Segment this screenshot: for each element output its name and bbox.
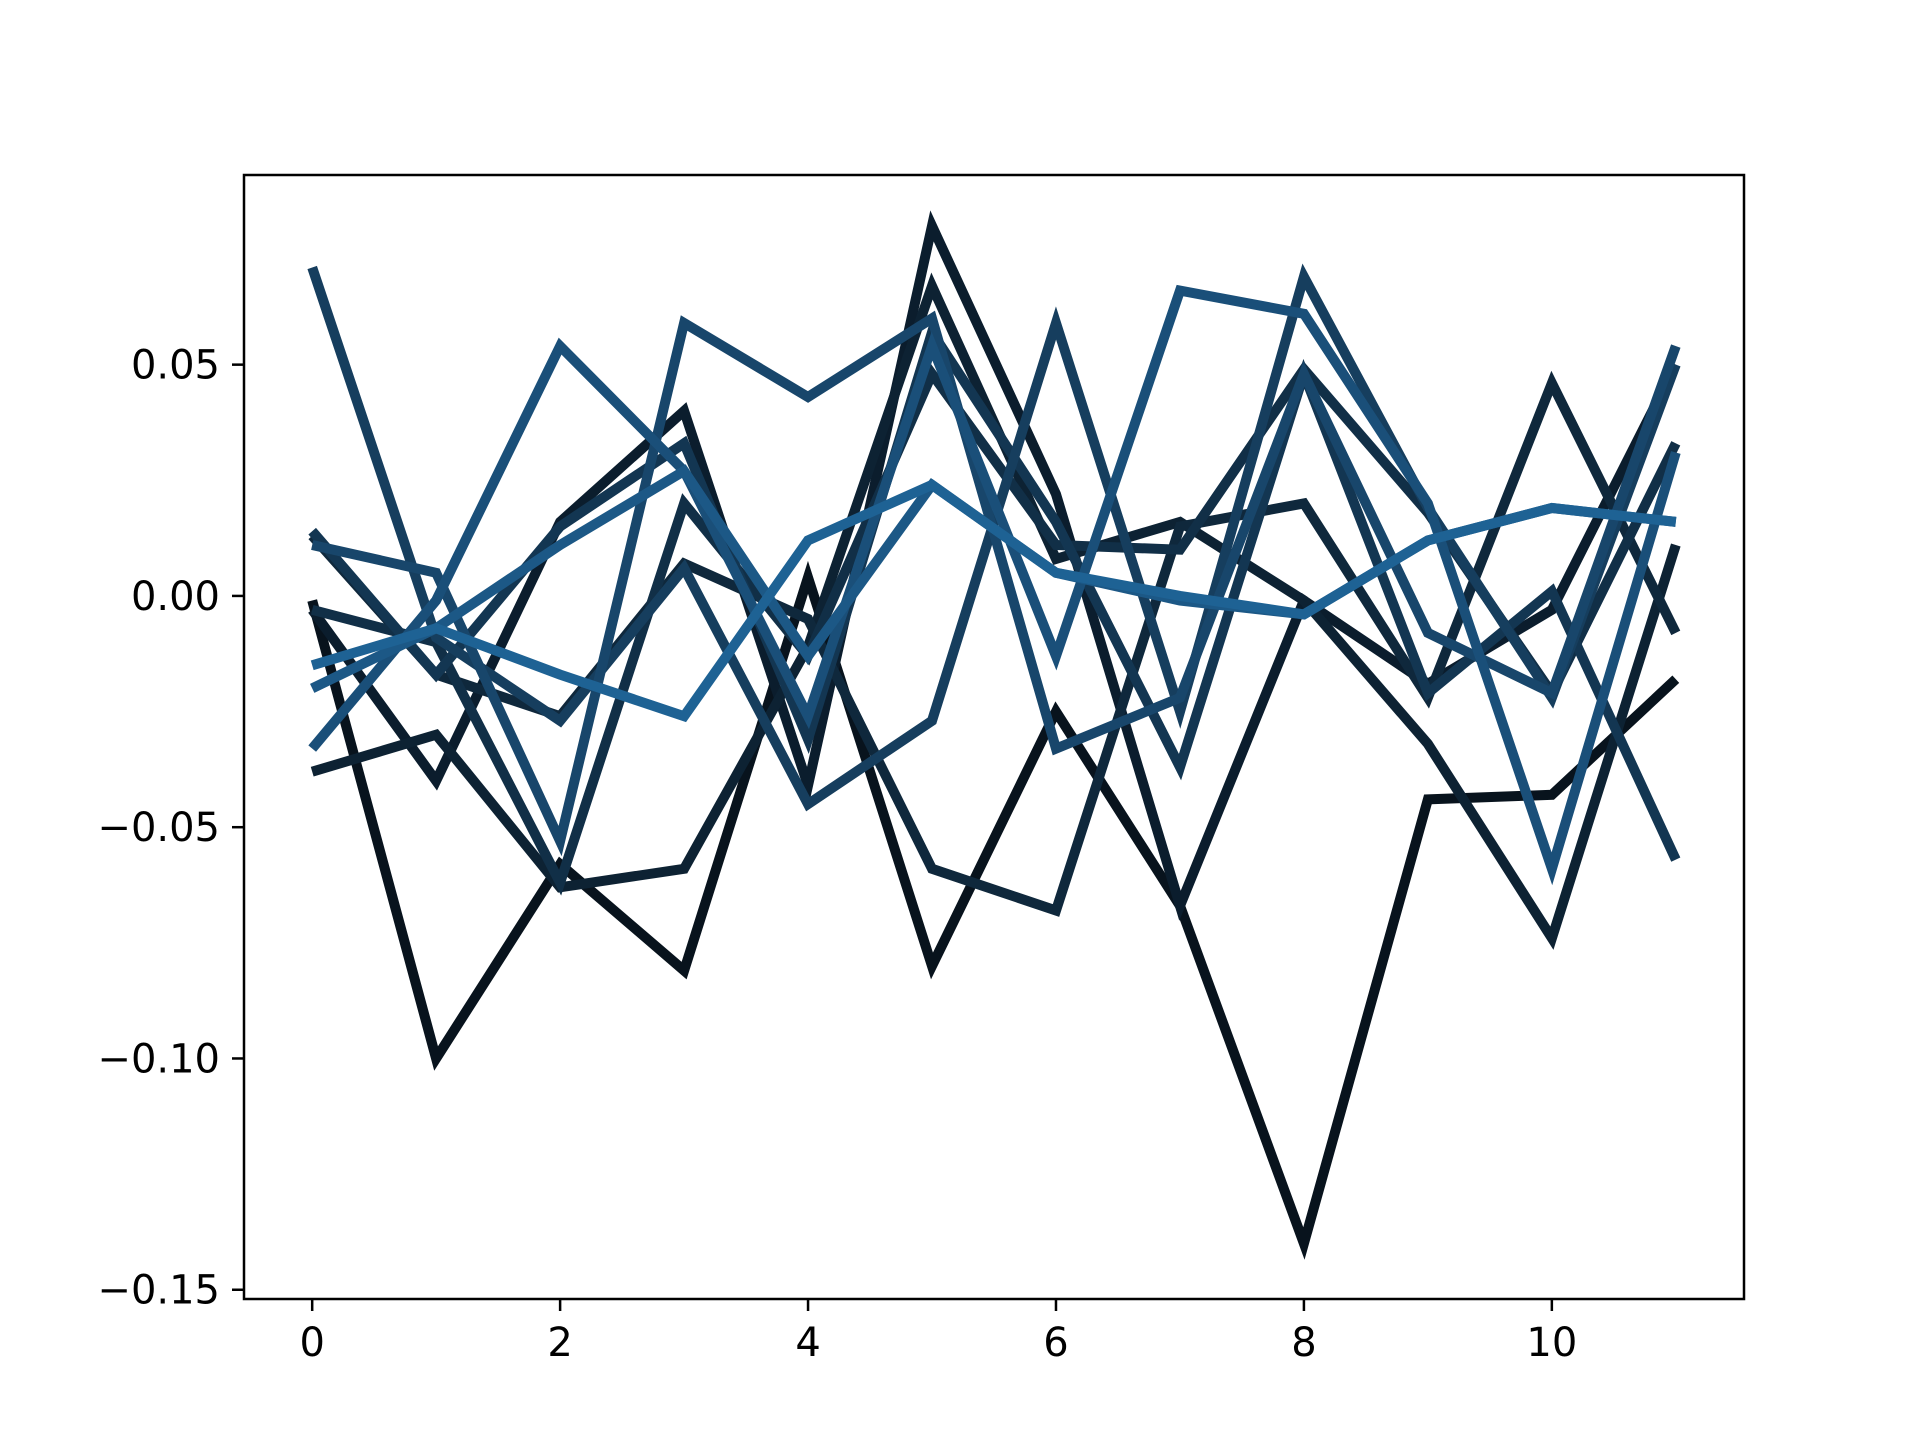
y-tick-label: 0.05	[131, 343, 220, 389]
x-tick-label: 10	[1526, 1320, 1577, 1366]
y-tick-label: −0.15	[97, 1268, 220, 1314]
y-tick-label: −0.10	[97, 1036, 220, 1082]
y-axis-ticks: 0.05 0.00 −0.05 −0.10 −0.15	[97, 343, 244, 1314]
series-line-6	[308, 320, 1681, 862]
series-line-9	[308, 284, 1681, 886]
plot-area-frame	[242, 173, 1746, 1301]
x-tick-label: 0	[299, 1320, 324, 1366]
x-tick-label: 2	[547, 1320, 572, 1366]
x-tick-label: 6	[1043, 1320, 1068, 1366]
y-tick-label: 0.00	[131, 574, 220, 620]
x-axis-ticks: 0 2 4 6 8 10	[299, 1299, 1577, 1366]
y-tick-label: −0.05	[97, 805, 220, 851]
plot-area-background	[244, 175, 1744, 1299]
x-tick-label: 4	[795, 1320, 820, 1366]
series-line-11	[310, 479, 1677, 723]
series-line-1	[307, 560, 1680, 1260]
series-layer	[307, 210, 1681, 1260]
x-tick-label: 8	[1291, 1320, 1316, 1366]
